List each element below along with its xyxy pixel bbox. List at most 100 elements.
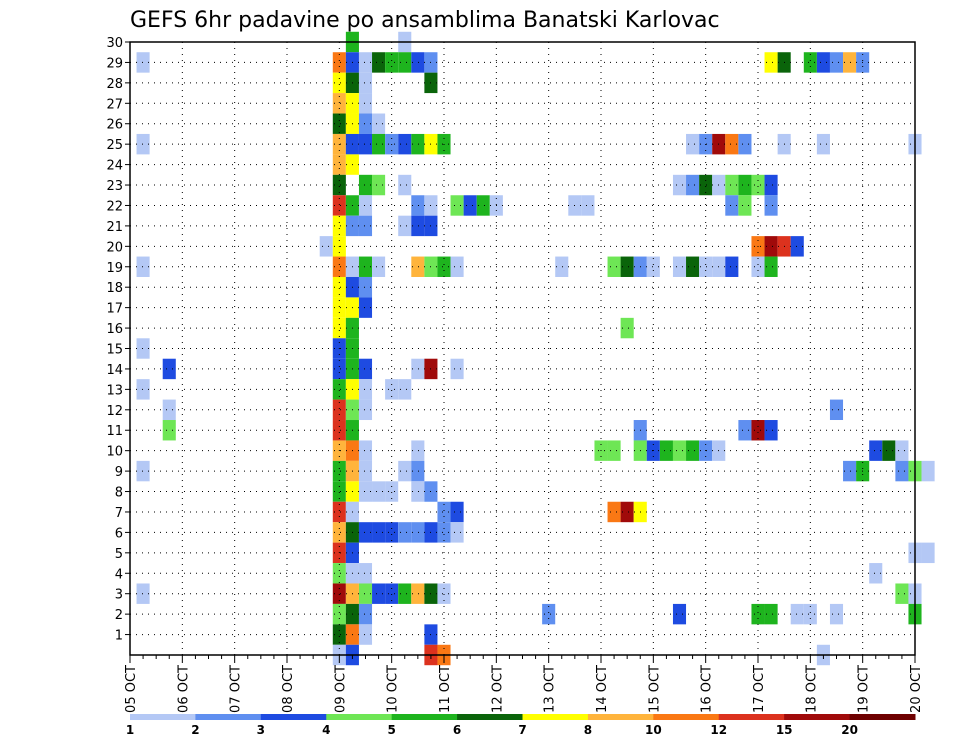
heatmap-cell: [372, 174, 386, 196]
heatmap-cell: [437, 501, 451, 523]
heatmap-cell: [372, 133, 386, 155]
heatmap-cell: [372, 113, 386, 134]
heatmap-cell: [450, 522, 464, 543]
legend-label: 6: [453, 723, 461, 737]
y-axis-ticks: 1234567891011121314151617181920212223242…: [106, 36, 130, 644]
legend-swatch: [260, 714, 327, 720]
heatmap-cell: [620, 256, 634, 277]
heatmap-cell: [672, 603, 687, 625]
heatmap-cell: [136, 52, 150, 73]
heatmap-cell: [764, 420, 778, 441]
heatmap-cell: [751, 256, 765, 277]
x-tick-label: 15 OCT: [647, 665, 662, 713]
x-tick-label: 20 OCT: [909, 665, 924, 713]
heatmap-cell: [437, 583, 451, 604]
y-tick-label: 27: [106, 97, 123, 112]
legend-swatch: [195, 714, 262, 720]
heatmap-cell: [385, 522, 399, 543]
heatmap-cell: [411, 133, 425, 155]
heatmap-cell: [358, 522, 373, 543]
heatmap-cell: [411, 256, 425, 277]
heatmap-cell: [816, 133, 830, 155]
heatmap-cell: [921, 542, 935, 564]
heatmap-cell: [895, 583, 909, 604]
heatmap-cell: [437, 256, 451, 277]
heatmap-cell: [136, 338, 150, 359]
heatmap-cell: [332, 276, 346, 298]
heatmap-cell: [398, 583, 412, 604]
heatmap-cell: [332, 317, 346, 339]
legend-swatch: [522, 714, 589, 720]
heatmap-cell: [411, 195, 425, 216]
heatmap-cell: [699, 256, 713, 277]
x-tick-label: 11 OCT: [438, 665, 453, 713]
heatmap-cell: [385, 52, 399, 73]
y-tick-label: 11: [106, 424, 123, 439]
heatmap-cell: [829, 603, 844, 625]
y-tick-label: 5: [115, 547, 123, 562]
x-tick-label: 08 OCT: [281, 665, 296, 713]
legend-label: 7: [518, 723, 526, 737]
y-tick-label: 23: [106, 179, 123, 194]
legend-label: 8: [584, 723, 592, 737]
heatmap-cell: [398, 52, 412, 73]
heatmap-cell: [398, 215, 412, 237]
heatmap-cell: [358, 276, 373, 298]
heatmap-cell: [358, 460, 373, 482]
heatmap-cell: [764, 52, 778, 73]
y-tick-label: 1: [115, 629, 123, 644]
heatmap-cell: [816, 52, 830, 73]
heatmap-cell: [829, 399, 844, 421]
legend-swatch: [587, 714, 654, 720]
heatmap-cell: [659, 440, 673, 461]
heatmap-cell: [372, 522, 386, 543]
color-legend: 1 2 3 4 5 6 7 8 10 12 15 20: [126, 714, 916, 737]
x-tick-label: 14 OCT: [595, 665, 610, 713]
heatmap-cell: [372, 256, 386, 277]
heatmap-cell: [136, 460, 150, 482]
legend-label: 15: [776, 723, 793, 737]
heatmap-cell: [398, 460, 412, 482]
x-tick-label: 17 OCT: [752, 665, 767, 713]
heatmap-cell: [869, 440, 883, 461]
heatmap-cell: [332, 624, 346, 645]
y-tick-label: 9: [115, 465, 123, 480]
y-tick-label: 12: [106, 404, 123, 419]
y-tick-label: 3: [115, 588, 123, 603]
y-tick-label: 6: [115, 526, 123, 541]
heatmap-cell: [358, 72, 373, 94]
heatmap-cell: [372, 583, 386, 604]
legend-swatch: [326, 714, 393, 720]
heatmap-cell: [607, 440, 621, 461]
heatmap-cell: [162, 399, 176, 421]
legend-label: 12: [710, 723, 727, 737]
heatmap-cell: [764, 195, 778, 216]
heatmap-cell: [162, 420, 176, 441]
heatmap-cell: [358, 624, 373, 645]
heatmap-cell: [411, 522, 425, 543]
legend-swatch: [718, 714, 785, 720]
heatmap-cell: [332, 563, 346, 584]
heatmap-cell: [332, 93, 346, 114]
y-tick-label: 24: [106, 159, 123, 174]
x-tick-label: 13 OCT: [543, 665, 558, 713]
heatmap-cell: [463, 195, 477, 216]
heatmap-cell: [607, 501, 621, 523]
heatmap-cell: [358, 379, 373, 400]
heatmap-cell: [372, 52, 386, 73]
heatmap-cell: [332, 154, 346, 175]
heatmap-cell: [764, 174, 778, 196]
legend-label: 1: [126, 723, 134, 737]
heatmap-cell: [542, 603, 556, 625]
heatmap-cell: [555, 256, 569, 277]
heatmap-cell: [332, 195, 346, 216]
heatmap-cell: [358, 481, 373, 502]
heatmap-cell: [686, 440, 700, 461]
heatmap-cell: [699, 174, 713, 196]
heatmap-cell: [738, 420, 752, 441]
heatmap-cell: [398, 174, 412, 196]
heatmap-cell: [398, 133, 412, 155]
heatmap-cell: [136, 133, 150, 155]
heatmap-cell: [358, 563, 373, 584]
